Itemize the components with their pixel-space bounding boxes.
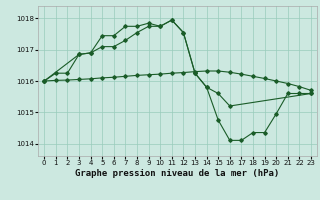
X-axis label: Graphe pression niveau de la mer (hPa): Graphe pression niveau de la mer (hPa)	[76, 169, 280, 178]
